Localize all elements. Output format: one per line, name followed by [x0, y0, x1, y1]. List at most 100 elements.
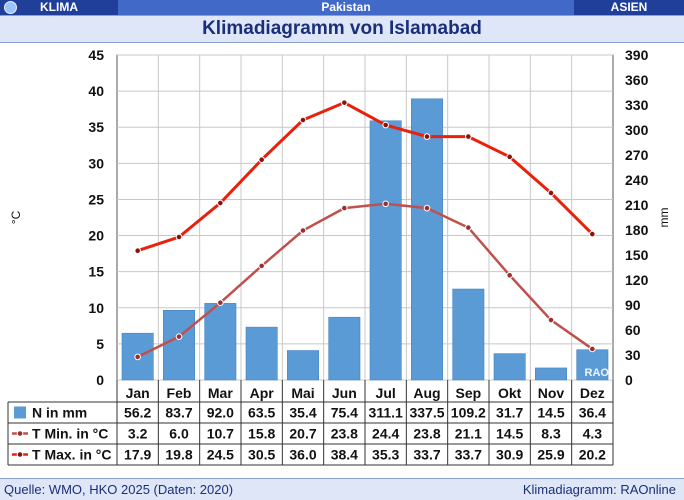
y-right-tick-label: 390 — [625, 47, 649, 63]
point-tmin — [258, 262, 265, 270]
table-cell: 311.1 — [369, 405, 403, 421]
y-right-tick-label: 30 — [625, 347, 641, 363]
point-tmax — [589, 230, 596, 238]
bar-precipitation — [493, 353, 526, 381]
x-tick-label: Jun — [332, 385, 357, 401]
table-cell: 337.5 — [409, 405, 444, 421]
y-right-tick-label: 150 — [625, 247, 649, 263]
point-tmin — [299, 227, 307, 234]
point-tmin — [423, 204, 431, 212]
chart-title: Klimadiagramm von Islamabad — [0, 15, 684, 43]
table-cell: 33.7 — [413, 447, 440, 463]
x-tick-label: Mar — [208, 385, 233, 401]
point-tmin — [506, 271, 513, 279]
category-label: KLIMA — [40, 0, 78, 14]
table-row-label: T Min. in °C — [32, 426, 108, 442]
table-cell: 35.4 — [289, 405, 316, 421]
table-cell: 33.7 — [455, 447, 482, 463]
y-right-tick-label: 90 — [625, 297, 641, 313]
point-tmax — [547, 189, 555, 197]
table-cell: 14.5 — [537, 405, 564, 421]
y-right-tick-label: 210 — [625, 197, 649, 213]
point-tmin — [217, 299, 224, 307]
table-cell: 23.8 — [413, 426, 440, 442]
y-right-tick-label: 300 — [625, 122, 649, 138]
x-tick-label: Mai — [291, 385, 314, 401]
top-bar: KLIMA Pakistan ASIEN — [0, 0, 684, 15]
point-tmin — [589, 345, 596, 353]
point-tmax — [258, 156, 265, 164]
x-tick-label: Jul — [376, 385, 396, 401]
y-left-tick-label: 15 — [88, 264, 104, 280]
table-cell: 8.3 — [541, 426, 561, 442]
table-cell: 63.5 — [248, 405, 275, 421]
table-cell: 14.5 — [496, 426, 523, 442]
table-cell: 30.9 — [496, 447, 523, 463]
table-cell: 35.3 — [372, 447, 399, 463]
point-tmax — [299, 116, 307, 124]
table-cell: 36.4 — [579, 405, 606, 421]
y-right-tick-label: 240 — [625, 172, 649, 188]
y-left-tick-label: 40 — [88, 83, 104, 99]
rao-watermark: RAO — [585, 367, 610, 379]
y-left-tick-label: 5 — [96, 336, 104, 352]
y-left-tick-label: 10 — [88, 300, 104, 316]
climate-chart: 0 5 10 15 20 25 30 35 40 45 0 30 60 90 120 150 180 210 240… — [7, 47, 671, 466]
x-tick-label: Feb — [167, 385, 192, 401]
y-left-tick-label: 30 — [88, 155, 104, 171]
point-tmax — [175, 233, 183, 241]
point-tmin — [175, 333, 183, 340]
point-tmax — [506, 153, 513, 161]
y-right-tick-label: 270 — [625, 147, 649, 163]
point-tmin — [134, 353, 141, 361]
y-left-tick-label: 20 — [88, 228, 104, 244]
table-cell: 25.9 — [537, 447, 564, 463]
y-right-tick-label: 60 — [625, 322, 641, 338]
table-cell: 56.2 — [124, 405, 151, 421]
x-tick-label: Okt — [498, 385, 522, 401]
bar-precipitation — [411, 98, 443, 381]
table-cell: 24.5 — [207, 447, 234, 463]
table-cell: 21.1 — [455, 426, 482, 442]
table-cell: 19.8 — [165, 447, 192, 463]
table-cell: 4.3 — [583, 426, 603, 442]
legend-swatch-marker — [16, 451, 24, 458]
legend-swatch-bar — [14, 406, 26, 419]
bar-precipitation — [204, 303, 237, 381]
table-cell: 38.4 — [331, 447, 358, 463]
legend-swatch-marker — [16, 430, 24, 437]
y-left-axis-label: °C — [9, 210, 23, 224]
y-left-tick-label: 25 — [88, 191, 104, 207]
table-cell: 17.9 — [124, 447, 151, 463]
bar-precipitation — [245, 326, 278, 381]
x-tick-label: Jan — [126, 385, 150, 401]
bar-precipitation — [163, 310, 195, 381]
table-cell: 31.7 — [496, 405, 523, 421]
table-cell: 15.8 — [248, 426, 275, 442]
point-tmax — [382, 121, 389, 129]
point-tmin — [547, 316, 555, 324]
bar-precipitation — [369, 120, 402, 381]
point-tmin — [382, 200, 389, 208]
y-right-tick-label: 120 — [625, 272, 649, 288]
point-tmax — [423, 133, 431, 140]
table-cell: 30.5 — [248, 447, 275, 463]
point-tmax — [134, 247, 141, 255]
table-cell: 109.2 — [451, 405, 486, 421]
category-tab[interactable]: KLIMA — [0, 0, 118, 15]
table-cell: 20.7 — [289, 426, 316, 442]
table-cell: 6.0 — [169, 426, 189, 442]
table-cell: 24.4 — [372, 426, 399, 442]
line-tmin — [137, 202, 594, 359]
y-right-tick-label: 180 — [625, 222, 649, 238]
country-label: Pakistan — [321, 0, 371, 14]
footer: Quelle: WMO, HKO 2025 (Daten: 2020) Klim… — [0, 478, 684, 500]
continent-tab[interactable]: ASIEN — [574, 0, 684, 15]
bar-precipitation — [535, 367, 567, 381]
y-right-tick-label: 0 — [625, 372, 633, 388]
y-left-tick-label: 0 — [96, 372, 104, 388]
point-tmax — [217, 199, 224, 207]
point-tmax — [341, 99, 348, 106]
globe-icon — [4, 1, 17, 14]
